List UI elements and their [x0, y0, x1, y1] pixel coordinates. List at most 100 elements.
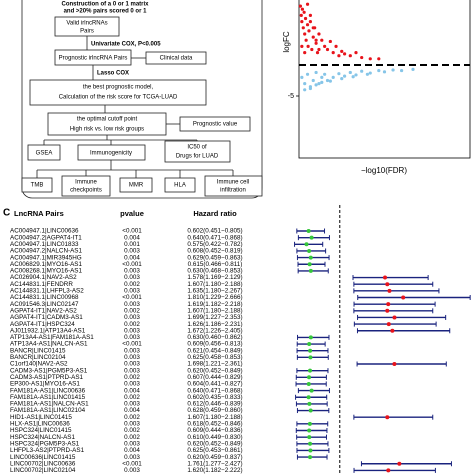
hazard-ratio: 0.615(0.466−0.811) [188, 261, 243, 268]
hr-point [383, 275, 388, 280]
hazard-ratio: 0.630(0.460−0.862) [187, 334, 242, 341]
step-text: and >20% pairs scored 0 or 1 [64, 9, 148, 15]
pair-name: LINC00636|LINC01415 [10, 454, 76, 461]
pair-name: FAM181A-AS1|LINC01415 [10, 394, 86, 401]
hazard-ratio: 1.810(1.229−2.666) [187, 294, 242, 301]
point [368, 71, 372, 75]
hazard-ratio: 0.609(0.444−0.836) [187, 427, 242, 434]
flowchart: Construction of a 0 or 1 matrix and >20%… [21, 0, 263, 199]
point [305, 72, 310, 76]
pvalue: 0.004 [124, 254, 140, 261]
pvalue: 0.004 [124, 407, 140, 414]
pair-name: LINC00702|LINC02104 [10, 467, 76, 474]
point [337, 54, 341, 58]
pair-name: ATP13A4-AS1|NALCN-AS1 [10, 341, 88, 348]
step-text: Construction of a 0 or 1 matrix [61, 2, 149, 8]
pair-name: BANCR|LINC01415 [10, 347, 66, 354]
point [305, 2, 310, 6]
pvalue: 0.002 [124, 321, 140, 328]
point [308, 13, 312, 17]
step-box [27, 144, 61, 161]
hr-point [308, 335, 313, 340]
pvalue: 0.003 [124, 301, 140, 308]
connector [36, 160, 234, 178]
point [311, 26, 315, 30]
pair-name: AC004947.1|LINC01833 [10, 241, 79, 248]
hr-point [307, 435, 312, 440]
hazard-ratio: 1.607(1.180−2.188) [187, 307, 242, 314]
hr-point [308, 368, 313, 373]
point [301, 26, 305, 30]
pair-name: HID1-AS1|LINC01415 [10, 414, 72, 421]
hazard-ratio: 1.578(1.169−2.129) [187, 274, 242, 281]
hr-point [386, 302, 391, 307]
hr-point [309, 235, 314, 240]
hazard-ratio: 0.612(0.446−0.839) [187, 401, 242, 408]
pair-name: FAM181A-AS1|LINC00636 [10, 387, 86, 394]
point [382, 70, 387, 74]
column-header: pvalue [120, 209, 144, 218]
pair-name: AJ011932.1|ATP13A4-AS1 [10, 327, 86, 334]
plot-frame [298, 0, 471, 159]
point [354, 73, 358, 77]
point [315, 51, 320, 55]
pair-name: BANCR|LINC02104 [10, 354, 66, 361]
hr-point [307, 421, 312, 426]
point [317, 47, 321, 52]
pair-name: LINC00702|LINC00636 [10, 460, 76, 467]
column-header: LncRNA Pairs [14, 209, 64, 218]
step-text: TMB [31, 183, 44, 189]
pvalue: <0.001 [122, 341, 142, 348]
pvalue: 0.003 [124, 401, 140, 408]
point [311, 78, 315, 83]
hazard-ratio: 1.698(1.221−2.361) [187, 361, 242, 368]
hr-point [385, 308, 390, 313]
pvalue: <0.001 [122, 460, 142, 467]
point [328, 39, 332, 44]
point [343, 74, 347, 78]
pvalue: 0.004 [124, 447, 140, 454]
column-header: Hazard ratio [193, 209, 237, 218]
pvalue: 0.001 [124, 241, 140, 248]
hazard-ratio: 0.640(0.471−0.868) [187, 387, 242, 394]
step-box [77, 144, 146, 161]
hr-point [306, 381, 311, 386]
hr-point [308, 441, 313, 446]
pair-name: AGPAT4-IT1|NAV2-AS2 [10, 307, 77, 314]
pair-name: AC144831.1|LHFPL3-AS2 [10, 288, 84, 295]
point [310, 47, 314, 52]
hr-point [307, 428, 312, 433]
hr-point [308, 255, 313, 260]
step-text: Valid irlncRNAs [66, 21, 107, 27]
pair-name: AGPAT4-IT1|CADM3-AS1 [10, 314, 83, 321]
point [317, 32, 321, 36]
step-text: Univariate COX, P<0.005 [91, 42, 161, 48]
step-text: MMR [129, 183, 144, 189]
hazard-ratio: 1.607(1.180−2.188) [187, 281, 242, 288]
hr-point [386, 468, 391, 473]
step-box [21, 177, 53, 193]
point [320, 80, 324, 84]
hazard-ratio: 0.604(0.441−0.827) [187, 381, 242, 388]
point [354, 51, 358, 55]
pvalue: 0.003 [124, 347, 140, 354]
step-text: Immune cell [217, 180, 249, 186]
pair-name: C1orf140|NAV2-AS2 [10, 361, 68, 368]
hazard-ratio: 0.618(0.452−0.846) [187, 421, 242, 428]
hazard-ratio: 0.628(0.459−0.860) [187, 407, 242, 414]
hazard-ratio: 0.602(0.435−0.833) [187, 394, 242, 401]
point [305, 23, 310, 27]
pvalue: 0.002 [124, 374, 140, 381]
pair-name: AC144831.1|FENDRR [10, 281, 73, 288]
y-axis-label: logFC [282, 31, 291, 53]
hazard-ratio: 0.620(0.452−0.849) [187, 367, 242, 374]
point [307, 29, 311, 33]
step-box [204, 175, 263, 197]
step-text: checkpoints [70, 188, 102, 194]
pair-name: EP300-AS1|MYO16-AS1 [10, 381, 80, 388]
hr-point [307, 375, 312, 380]
hazard-ratio: 0.607(0.444−0.829) [187, 374, 242, 381]
pvalue: 0.003 [124, 327, 140, 334]
pvalue: 0.004 [124, 387, 140, 394]
